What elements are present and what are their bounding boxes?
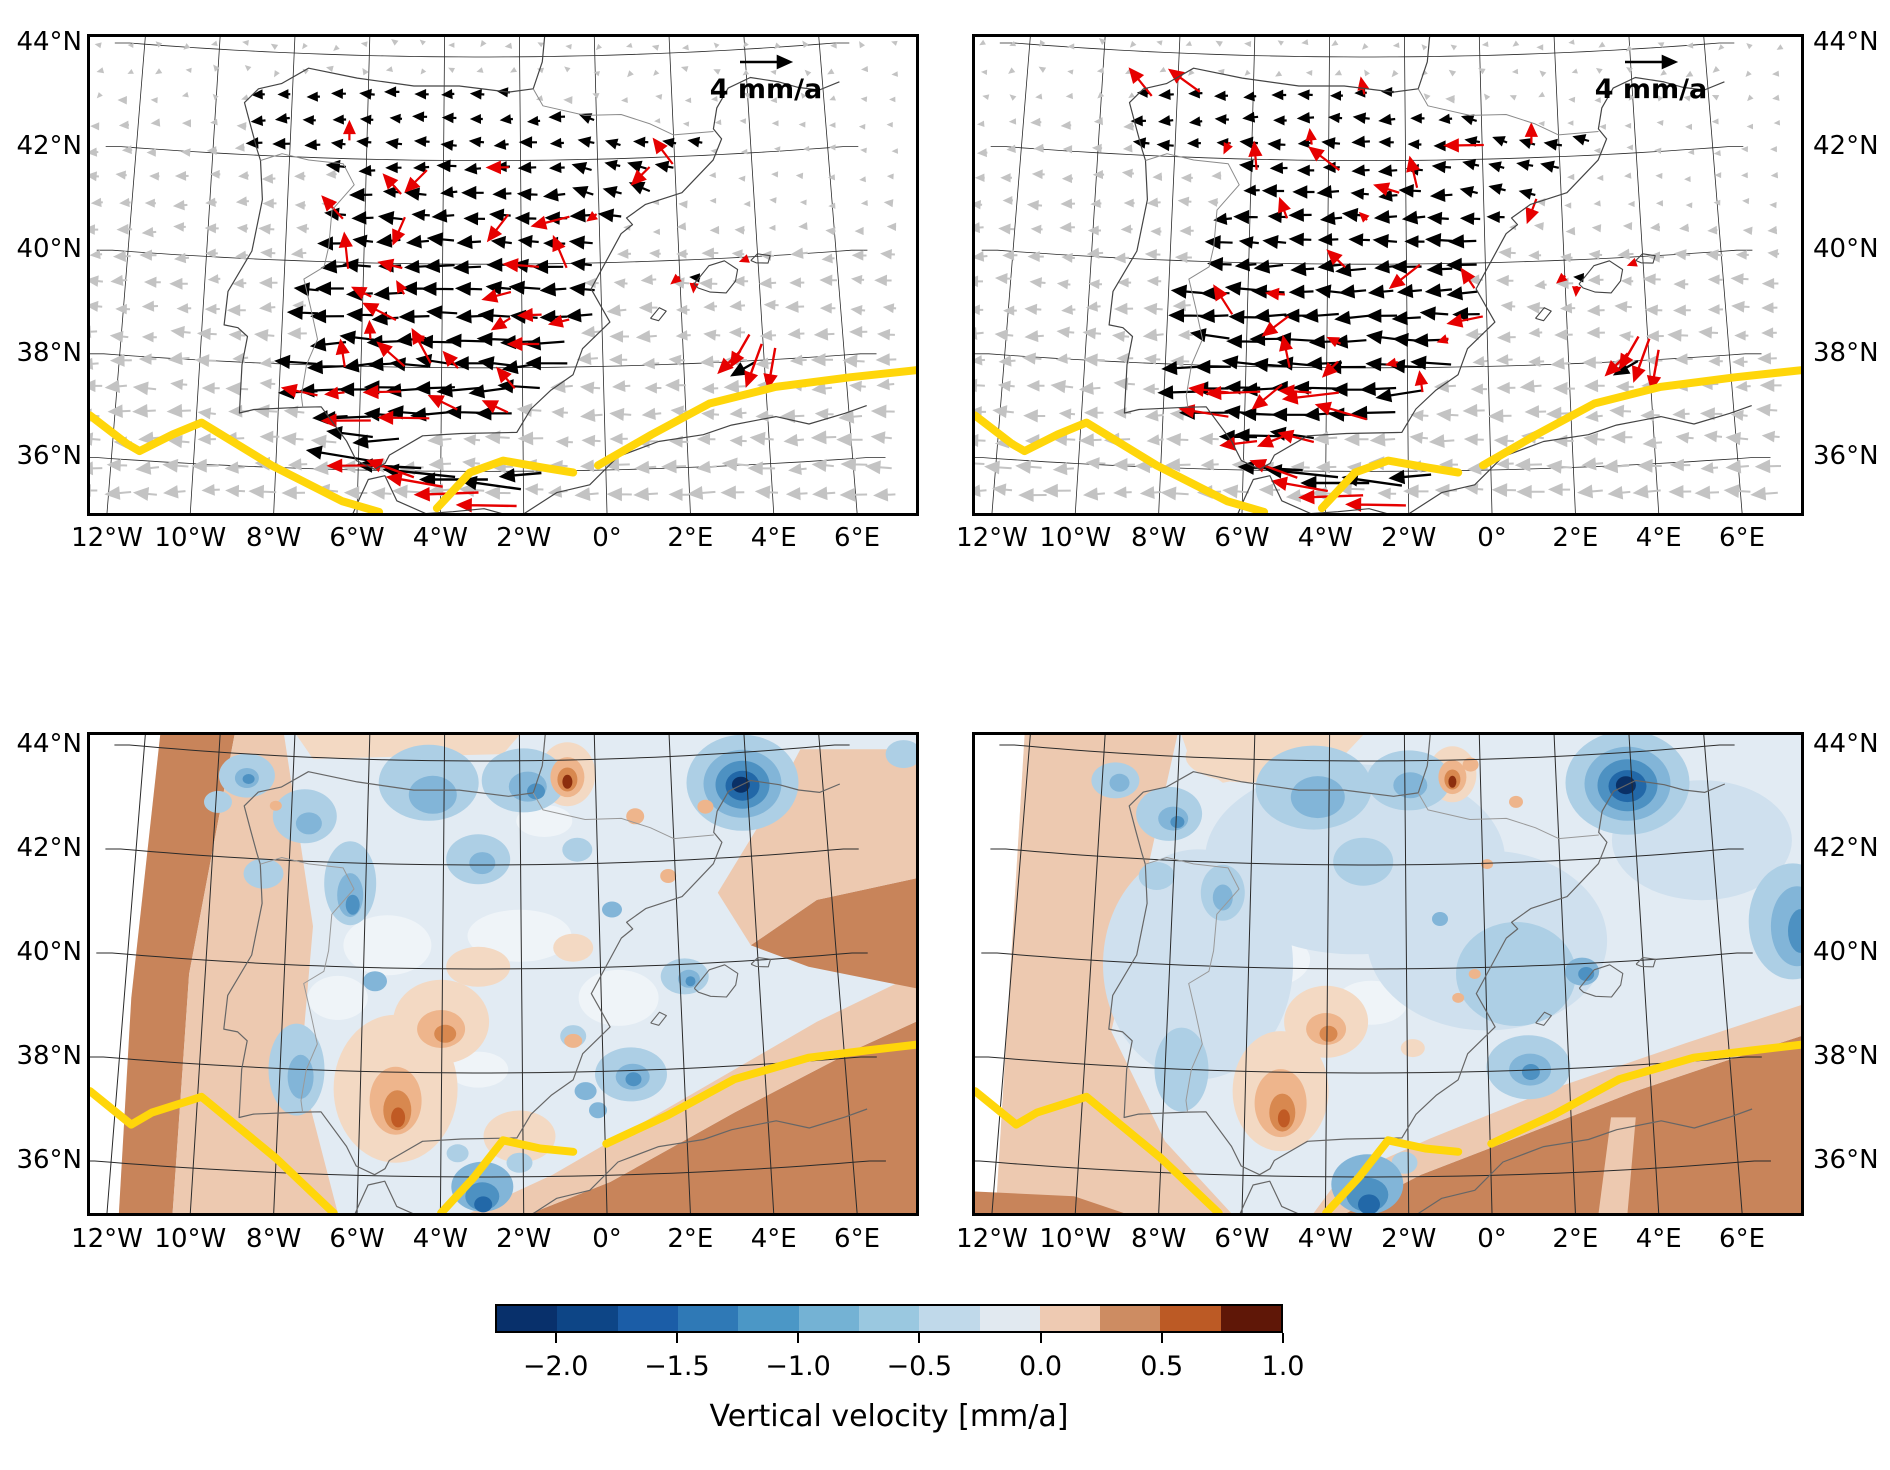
x-tick-label: 2°E (1552, 523, 1599, 553)
x-tick-label: 2°W (1381, 523, 1437, 553)
colorbar-tick-label: −1.0 (765, 1351, 831, 1382)
y-tick-label: 40°N (16, 234, 82, 265)
map-panel-top-left-quiver (87, 34, 919, 516)
y-tick-label: 36°N (16, 1145, 82, 1175)
colorbar-tick-label: −2.0 (522, 1351, 589, 1382)
x-tick-label: 8°W (1131, 523, 1187, 553)
colorbar-axis-label: Vertical velocity [mm/a] (709, 1399, 1069, 1434)
colorbar-tick-label: −0.5 (886, 1351, 953, 1382)
y-tick-label: 36°N (16, 441, 82, 472)
x-tick-label: 4°E (750, 1224, 797, 1254)
colorbar-segment (1100, 1306, 1161, 1331)
y-tick-label: 36°N (1813, 441, 1879, 472)
x-tick-label: 12°W (956, 523, 1028, 553)
x-tick-label: 4°W (412, 1224, 468, 1254)
x-tick-label: 2°W (496, 1224, 552, 1254)
colorbar-segment (677, 1306, 739, 1331)
x-tick-label: 4°E (1635, 1224, 1682, 1254)
colorbar-segment (738, 1306, 799, 1331)
x-tick-label: 6°W (329, 1224, 385, 1254)
colorbar-tick (1160, 1333, 1163, 1343)
y-tick-label: 40°N (16, 937, 82, 967)
y-tick-label: 38°N (16, 337, 82, 368)
colorbar-segment (557, 1306, 618, 1331)
x-tick-label: 6°E (1719, 1224, 1766, 1254)
colorbar-segment (1160, 1306, 1221, 1331)
y-tick-label: 42°N (16, 130, 82, 161)
x-tick-label: 4°E (1635, 523, 1682, 553)
colorbar-tick (675, 1333, 678, 1343)
x-tick-label: 4°E (750, 523, 797, 553)
x-tick-label: 4°W (412, 523, 468, 553)
x-tick-label: 0° (1477, 523, 1507, 553)
x-tick-label: 10°W (1039, 523, 1112, 553)
x-tick-label: 8°W (246, 523, 302, 553)
colorbar-tick (1282, 1333, 1284, 1343)
colorbar-segment (497, 1306, 558, 1331)
quiver-key-label: 4 mm/a (709, 74, 823, 105)
colorbar-tick (797, 1333, 800, 1343)
colorbar-tick-label: 1.0 (1261, 1351, 1305, 1382)
x-tick-label: 10°W (154, 523, 227, 553)
y-tick-label: 40°N (1813, 937, 1879, 967)
x-tick-label: 6°W (1214, 1224, 1270, 1254)
y-tick-label: 38°N (1813, 337, 1879, 368)
quiver-key-label: 4 mm/a (1594, 74, 1708, 105)
y-tick-label: 44°N (16, 729, 82, 759)
colorbar-segment (858, 1306, 920, 1331)
x-tick-label: 10°W (1039, 1224, 1112, 1254)
colorbar-segment (1220, 1306, 1282, 1331)
x-tick-label: 6°E (1719, 523, 1766, 553)
colorbar-segment (1039, 1306, 1101, 1331)
colorbar-tick-label: −1.5 (644, 1351, 710, 1382)
map-panel-bottom-left-contour (87, 732, 919, 1216)
y-tick-label: 38°N (1813, 1041, 1879, 1071)
colorbar-segment (617, 1306, 678, 1331)
x-tick-label: 12°W (71, 523, 143, 553)
map-panel-top-right-quiver (972, 34, 1804, 516)
y-tick-label: 44°N (1813, 27, 1879, 57)
colorbar-tick-label: 0.5 (1140, 1351, 1184, 1382)
y-tick-label: 40°N (1813, 234, 1879, 265)
x-tick-label: 12°W (71, 1224, 143, 1254)
x-tick-label: 10°W (154, 1224, 227, 1254)
x-tick-label: 2°E (667, 1224, 714, 1254)
colorbar-tick (918, 1333, 921, 1343)
colorbar (495, 1304, 1283, 1333)
colorbar-tick (1039, 1333, 1042, 1343)
y-tick-label: 38°N (16, 1041, 82, 1071)
colorbar-segment (798, 1306, 859, 1331)
x-tick-label: 6°W (1214, 523, 1270, 553)
x-tick-label: 4°W (1297, 1224, 1353, 1254)
x-tick-label: 8°W (246, 1224, 302, 1254)
x-tick-label: 0° (592, 523, 622, 553)
x-tick-label: 0° (1477, 1224, 1507, 1254)
y-tick-label: 42°N (16, 833, 82, 863)
x-tick-label: 6°E (834, 523, 881, 553)
x-tick-label: 2°E (1552, 1224, 1599, 1254)
colorbar-tick (554, 1333, 557, 1343)
y-tick-label: 44°N (1813, 729, 1879, 759)
colorbar-segment (919, 1306, 980, 1331)
x-tick-label: 0° (592, 1224, 622, 1254)
x-tick-label: 12°W (956, 1224, 1028, 1254)
map-panel-bottom-right-contour (972, 732, 1804, 1216)
x-tick-label: 2°E (667, 523, 714, 553)
x-tick-label: 4°W (1297, 523, 1353, 553)
x-tick-label: 2°W (1381, 1224, 1437, 1254)
x-tick-label: 8°W (1131, 1224, 1187, 1254)
y-tick-label: 42°N (1813, 833, 1879, 863)
x-tick-label: 2°W (496, 523, 552, 553)
y-tick-label: 44°N (16, 27, 82, 57)
colorbar-tick-label: 0.0 (1019, 1351, 1063, 1382)
y-tick-label: 36°N (1813, 1145, 1879, 1175)
x-tick-label: 6°E (834, 1224, 881, 1254)
y-tick-label: 42°N (1813, 130, 1879, 161)
x-tick-label: 6°W (329, 523, 385, 553)
colorbar-segment (979, 1306, 1040, 1331)
